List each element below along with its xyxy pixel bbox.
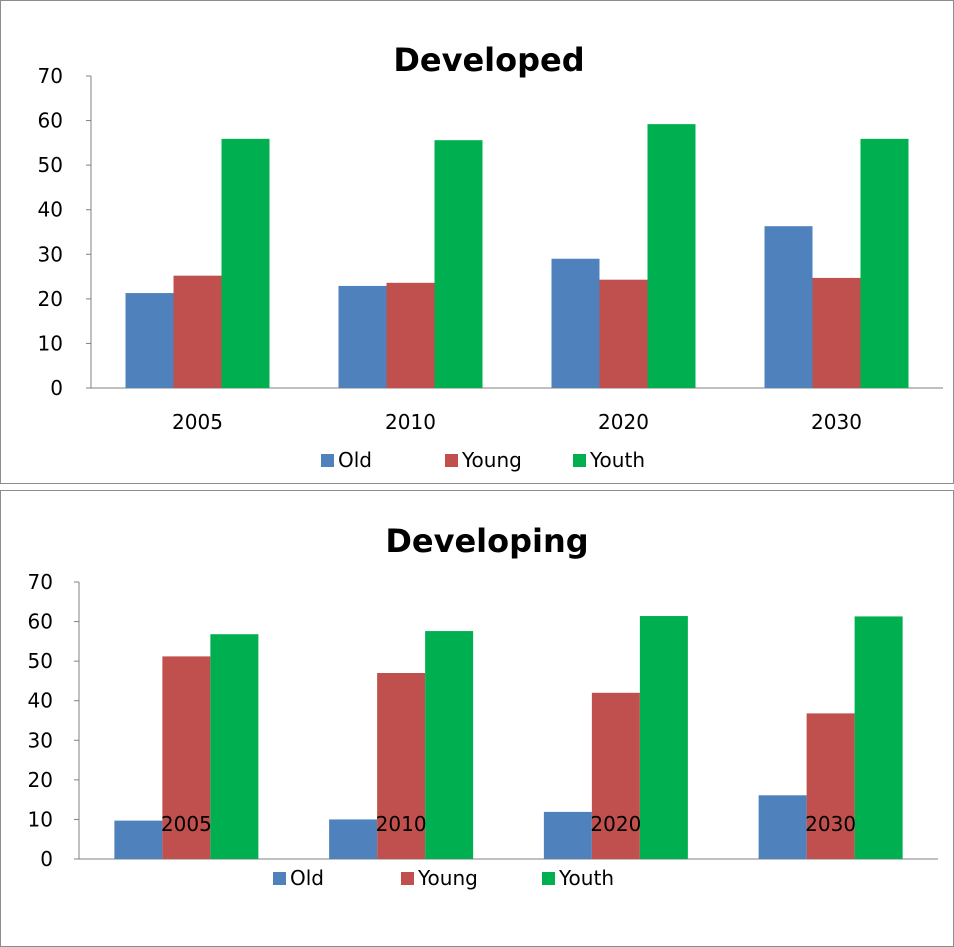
- legend-swatch: [542, 872, 555, 885]
- y-tick-label: 70: [38, 64, 63, 88]
- bar-youth-2010: [425, 631, 474, 859]
- y-tick-label: 30: [28, 728, 53, 752]
- bar-old-2020: [551, 258, 600, 388]
- y-tick-label: 60: [38, 109, 63, 133]
- bar-youth-2030: [854, 616, 903, 859]
- y-tick-label: 40: [28, 689, 53, 713]
- bar-old-2010: [329, 819, 378, 859]
- bar-young-2005: [173, 275, 222, 388]
- legend-swatch: [273, 872, 286, 885]
- bars: [114, 616, 903, 859]
- y-tick-label: 20: [38, 287, 63, 311]
- legend-swatch: [321, 454, 334, 467]
- legend: Old Young Youth: [273, 866, 614, 890]
- legend-swatch: [445, 454, 458, 467]
- y-tick-label: 50: [38, 153, 63, 177]
- bar-youth-2020: [647, 124, 696, 388]
- x-tick-label: 2020: [598, 410, 649, 434]
- x-tick-label: 2020: [590, 812, 641, 836]
- bar-young-2010: [377, 673, 426, 859]
- legend-item-old: Old: [321, 448, 372, 472]
- legend-item-young: Young: [401, 866, 478, 890]
- y-tick-label: 40: [38, 198, 63, 222]
- bar-young-2010: [386, 282, 435, 388]
- y-ticks: 0 10 20 30 40 50 60 70: [28, 570, 79, 871]
- bar-young-2020: [591, 692, 640, 859]
- bar-youth-2005: [210, 634, 259, 859]
- x-tick-label: 2005: [172, 410, 223, 434]
- legend-item-youth: Youth: [542, 866, 614, 890]
- x-tick-label: 2030: [805, 812, 856, 836]
- chart-title: Developing: [385, 522, 588, 560]
- bar-youth-2005: [221, 138, 270, 388]
- y-tick-label: 30: [38, 242, 63, 266]
- legend-label: Youth: [558, 866, 614, 890]
- bar-young-2030: [812, 277, 861, 388]
- bar-old-2020: [543, 811, 592, 859]
- bar-young-2030: [806, 713, 855, 859]
- y-tick-label: 20: [28, 768, 53, 792]
- bar-old-2030: [758, 795, 807, 859]
- legend-label: Old: [290, 866, 324, 890]
- x-tick-label: 2030: [811, 410, 862, 434]
- bar-youth-2010: [434, 140, 483, 388]
- y-tick-label: 10: [38, 331, 63, 355]
- bar-old-2030: [764, 226, 813, 388]
- legend-item-youth: Youth: [573, 448, 645, 472]
- bars: [125, 124, 909, 388]
- y-tick-label: 60: [28, 610, 53, 634]
- legend-label: Old: [338, 448, 372, 472]
- x-tick-label: 2010: [385, 410, 436, 434]
- x-tick-label: 2005: [161, 812, 212, 836]
- legend-swatch: [573, 454, 586, 467]
- bar-young-2005: [162, 656, 211, 859]
- legend-label: Youth: [589, 448, 645, 472]
- legend-label: Young: [461, 448, 522, 472]
- chart-panel-developed: Developed 0 10 20 30 40 50 60 70 2005 2010 2020 20…: [0, 0, 954, 484]
- legend-item-young: Young: [445, 448, 522, 472]
- legend-item-old: Old: [273, 866, 324, 890]
- chart-panel-developing: Developing 0 10 20 30 40 50 60 70 2005 2010 2020 2…: [0, 490, 954, 947]
- x-tick-labels: 2005 2010 2020 2030: [161, 812, 856, 836]
- bar-old-2005: [114, 820, 163, 859]
- y-tick-label: 10: [28, 807, 53, 831]
- legend-label: Young: [417, 866, 478, 890]
- legend: Old Young Youth: [321, 448, 645, 472]
- bar-youth-2030: [860, 138, 909, 388]
- bar-old-2010: [338, 285, 387, 388]
- y-ticks: 0 10 20 30 40 50 60 70: [38, 64, 91, 400]
- y-tick-label: 0: [40, 847, 53, 871]
- bar-young-2020: [599, 279, 648, 388]
- x-tick-label: 2010: [376, 812, 427, 836]
- legend-swatch: [401, 872, 414, 885]
- bar-old-2005: [125, 293, 174, 388]
- chart-title: Developed: [393, 41, 584, 79]
- bar-youth-2020: [639, 616, 688, 859]
- y-tick-label: 0: [50, 376, 63, 400]
- y-tick-label: 50: [28, 649, 53, 673]
- x-tick-labels: 2005 2010 2020 2030: [172, 410, 862, 434]
- y-tick-label: 70: [28, 570, 53, 594]
